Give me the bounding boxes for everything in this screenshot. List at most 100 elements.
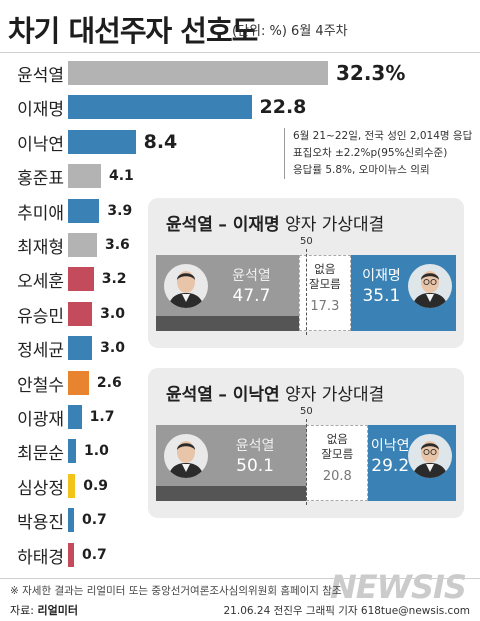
candidate-name: 하태경 [17,547,64,568]
candidate-name: 홍준표 [17,169,64,190]
undecided-label: 잘모름 [321,447,354,461]
bar-row: 안철수 2.6 [0,365,480,401]
bar-row: 오세훈 3.2 [0,261,480,297]
bar [68,473,76,498]
matchup-segment-b-value: 29.2 [371,456,410,476]
matchup-segment-b-name: 이재명 [362,268,401,284]
footer-divider [0,578,480,579]
candidate-name: 이광재 [17,410,64,430]
bar-value-label: 22.8 [259,96,307,119]
bar-value-label: 0.7 [82,512,107,529]
candidate-name: 윤석열 [17,66,64,86]
survey-note-line: 6월 21~22일, 전국 성인 2,014명 응답 [293,130,473,142]
matchup-title-rest: 양자 가상대결 [285,215,385,235]
bar [68,267,94,292]
bar-row: 최문순 1.0 [0,433,480,469]
matchup-segment-b-name: 이낙연 [370,438,410,454]
candidate-name: 추미애 [17,203,64,224]
survey-note: 6월 21~22일, 전국 성인 2,014명 응답 표집오차 ±2.2%p(9… [284,128,480,179]
candidate-name: 최재형 [17,238,64,258]
fifty-percent-marker-line [306,249,307,335]
bar-value-label: 0.9 [83,477,109,494]
bar-row: 이낙연 8.4 [0,124,480,160]
matchup-segment-a-name: 윤석열 [235,438,275,454]
undecided-label: 없음 [314,262,336,276]
bar-value-label: 3.9 [107,202,133,219]
matchup-segment-a-value: 47.7 [232,286,271,306]
candidate-name: 심상정 [17,478,64,499]
fifty-percent-marker-line [306,419,307,505]
survey-note-line: 응답률 5.8%, 오마이뉴스 의뢰 [293,164,430,176]
candidate-name: 박용진 [17,513,64,534]
watermark-logo: NEWSIS [330,568,467,606]
bar-value-label: 2.6 [96,374,122,391]
bar-value-label: 3.2 [101,271,127,288]
matchup-segment-a-name: 윤석열 [232,268,271,284]
matchup-segment-undecided [306,425,369,501]
matchup-name-b: 이낙연 [232,385,280,405]
source-value: 리얼미터 [37,604,78,617]
candidate-name: 정세균 [17,341,64,362]
source-credit: 자료: 리얼미터 [10,602,78,618]
graphic-credit: 21.06.24 전진우 그래픽 기자 618tue@newsis.com [223,605,471,617]
candidate-name: 이낙연 [17,134,64,155]
candidate-name: 이재명 [17,100,64,121]
bar [68,129,136,154]
fifty-percent-marker-label: 50 [300,406,313,417]
bar-value-label: 3.6 [104,237,130,253]
bar-value-label: 1.0 [84,443,109,460]
candidate-b-photo [408,264,452,308]
candidate-name: 유승민 [17,306,64,327]
matchup-title: 윤석열 – 이낙연 양자 가상대결 [166,385,385,405]
matchup-segment-undecided [298,255,351,331]
bar-row: 윤석열 32.3% [0,55,480,91]
candidate-name: 최문순 [17,444,64,465]
candidate-name: 안철수 [17,375,64,396]
bar [68,439,77,464]
bar [68,405,82,429]
matchup-segment-a-base [156,316,299,331]
bar-row: 정세균 3.0 [0,330,480,366]
matchup-panel-yoon-lee-jaemyung: 윤석열 – 이재명 양자 가상대결 50 윤석열 47.7 없음 잘모름 17.3 이재명 3… [148,198,464,348]
undecided-label: 없음 [326,432,348,446]
unit-label: (단위: %) 6월 4주차 [232,24,348,39]
bar-value-label: 0.7 [82,546,107,563]
bar [68,301,93,326]
bar-row: 이광재 1.7 [0,399,480,435]
bar-value-label: 3.0 [100,305,125,322]
matchup-name-a: 윤석열 [166,215,213,235]
matchup-name-a: 윤석열 [166,385,213,405]
bar [68,336,93,361]
undecided-value: 20.8 [322,469,352,484]
header: 차기 대선주자 선호도 (단위: %) 6월 4주차 [0,0,480,50]
bar-value-label: 3.0 [100,340,125,357]
candidate-bar-chart: 윤석열 32.3% 이재명 22.8 이낙연 8.4 홍준표 4.1 추미애 3.9 최재형 3.6 오… [0,55,480,575]
undecided-value: 17.3 [310,299,340,314]
candidate-a-photo [164,434,208,478]
candidate-b-photo [408,434,452,478]
title-divider [0,52,480,53]
bar-value-label: 1.7 [89,409,115,425]
bar-row: 박용진 0.7 [0,502,480,538]
matchup-title-rest: 양자 가상대결 [285,385,385,405]
matchup-segment-a-base [156,486,307,501]
bar-row: 하태경 0.7 [0,537,480,573]
bar [68,508,74,533]
page-title: 차기 대선주자 선호도 [8,14,258,48]
matchup-title: 윤석열 – 이재명 양자 가상대결 [166,215,385,235]
bar-row: 홍준표 4.1 [0,158,480,194]
bar-row: 이재명 22.8 [0,89,480,125]
survey-note-line: 표집오차 ±2.2%p(95%신뢰수준) [293,147,448,159]
bar [68,61,328,85]
bar-row: 유승민 3.0 [0,296,480,332]
bar-value-label: 4.1 [109,168,134,185]
matchup-segment-b-value: 35.1 [362,286,401,306]
bar [68,198,100,223]
bar [68,164,101,189]
bar [68,370,89,395]
bar-row: 최재형 3.6 [0,227,480,263]
bar-row: 심상정 0.9 [0,468,480,504]
bar [68,542,74,567]
matchup-segment-a-value: 50.1 [236,456,274,476]
footnote: ※ 자세한 결과는 리얼미터 또는 중앙선거여론조사심의위원회 홈페이지 참조 [10,585,342,597]
